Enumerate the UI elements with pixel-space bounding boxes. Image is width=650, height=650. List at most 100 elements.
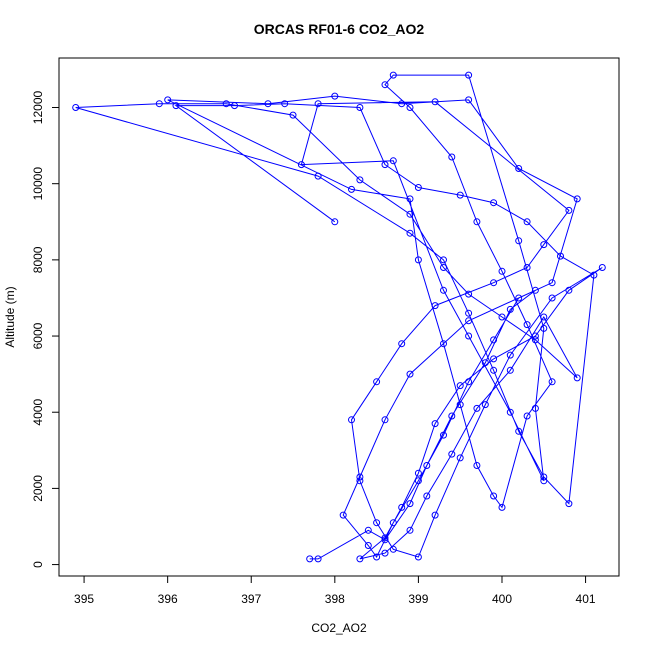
data-point <box>515 237 523 245</box>
data-point <box>373 519 381 527</box>
data-point <box>557 252 564 260</box>
data-point <box>406 195 414 203</box>
data-point <box>414 256 422 264</box>
data-point <box>473 218 481 226</box>
data-point <box>356 176 364 184</box>
data-point <box>565 206 573 214</box>
data-point <box>431 302 439 310</box>
data-point <box>490 355 498 363</box>
data-point <box>490 336 498 344</box>
data-point <box>548 279 556 287</box>
data-point <box>565 286 573 294</box>
data-point <box>373 378 381 386</box>
y-tick-label: 8000 <box>31 246 45 273</box>
data-point <box>414 553 422 561</box>
y-tick-label: 6000 <box>31 322 45 349</box>
data-point <box>473 462 481 469</box>
data-point <box>381 416 389 424</box>
data-point <box>490 492 498 500</box>
data-point <box>356 477 364 485</box>
data-point <box>423 462 431 469</box>
data-point <box>540 324 548 332</box>
data-point <box>389 545 397 553</box>
data-point <box>490 366 498 374</box>
data-point <box>448 153 456 161</box>
data-point <box>490 199 498 207</box>
data-point <box>414 469 422 477</box>
y-tick-label: 10000 <box>31 167 45 201</box>
plot-frame <box>58 57 620 577</box>
y-tick-label: 0 <box>31 561 45 568</box>
data-point <box>381 549 389 557</box>
data-point <box>506 305 514 313</box>
data-point <box>406 104 414 111</box>
data-point <box>356 104 364 111</box>
y-tick-label: 4000 <box>31 399 45 426</box>
data-point <box>440 264 447 271</box>
data-point <box>465 332 473 340</box>
data-point <box>523 218 531 226</box>
data-point <box>456 401 464 409</box>
data-point <box>423 492 431 500</box>
data-point <box>440 431 447 439</box>
data-point <box>381 534 389 542</box>
data-point <box>498 503 506 511</box>
data-point <box>523 264 531 271</box>
data-point <box>540 241 548 249</box>
data-point <box>406 210 414 218</box>
data-point <box>389 519 397 527</box>
data-point <box>414 184 422 191</box>
x-axis-label: CO2_AO2 <box>311 621 367 635</box>
data-point <box>331 92 339 100</box>
data-point <box>523 412 531 420</box>
data-point <box>498 267 506 275</box>
data-point <box>465 290 473 298</box>
data-point <box>348 185 355 193</box>
data-point <box>231 102 238 110</box>
data-point <box>506 366 514 374</box>
data-point <box>297 161 305 169</box>
data-point <box>540 477 548 485</box>
chart-title: ORCAS RF01-6 CO2_AO2 <box>254 21 425 37</box>
data-point <box>348 416 355 424</box>
data-point <box>573 374 581 382</box>
data-point <box>448 412 456 420</box>
x-tick-label: 399 <box>408 592 428 606</box>
data-point <box>406 370 414 378</box>
data-point <box>314 172 322 180</box>
data-point <box>456 382 464 390</box>
data-point <box>440 286 447 294</box>
data-point <box>222 100 230 108</box>
data-point <box>356 473 364 481</box>
data-point <box>306 555 314 563</box>
data-point <box>531 332 539 340</box>
data-point <box>406 229 414 237</box>
x-tick-label: 400 <box>492 592 512 606</box>
data-point <box>389 157 397 165</box>
data-point <box>515 427 523 435</box>
data-point <box>281 100 289 108</box>
data-point <box>339 511 347 519</box>
data-point <box>381 536 389 544</box>
data-point <box>398 503 406 511</box>
y-tick-label: 12000 <box>31 91 45 125</box>
data-point <box>155 100 163 108</box>
series-line <box>75 74 603 560</box>
data-point <box>406 500 414 508</box>
data-point <box>481 359 489 367</box>
data-point <box>531 286 539 294</box>
x-tick-label: 396 <box>158 592 178 606</box>
data-point <box>548 294 556 302</box>
data-point <box>356 555 364 563</box>
data-point <box>72 104 80 111</box>
data-point <box>314 555 322 563</box>
x-tick-label: 401 <box>576 592 596 606</box>
data-point <box>465 71 473 79</box>
data-point <box>506 351 514 359</box>
x-tick-label: 397 <box>241 592 261 606</box>
data-point <box>440 340 447 348</box>
data-point <box>531 336 539 344</box>
data-point <box>398 340 406 348</box>
x-tick-label: 395 <box>74 592 94 606</box>
data-point <box>523 321 531 329</box>
